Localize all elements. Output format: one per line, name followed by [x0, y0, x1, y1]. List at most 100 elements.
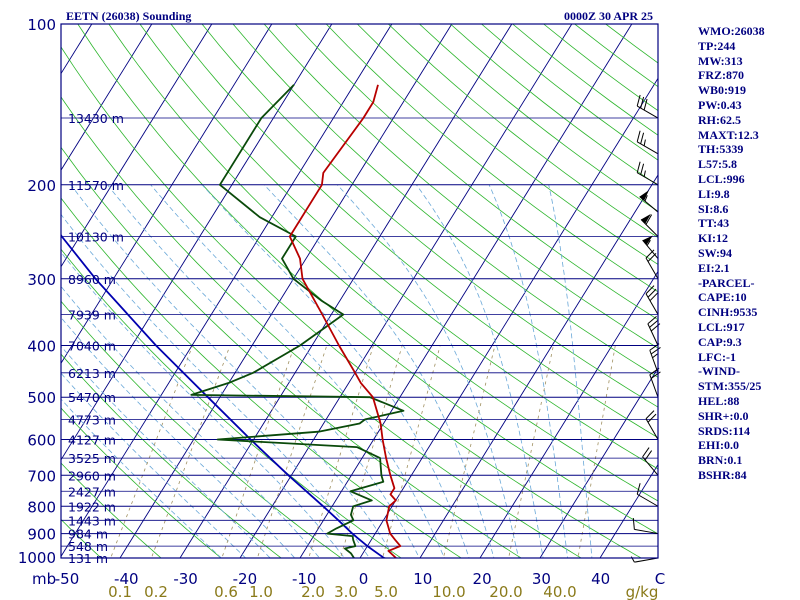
wind-barb-pennant [641, 213, 651, 224]
pressure-tick-label: 200 [27, 177, 56, 195]
dry-adiabat-line [61, 96, 582, 558]
temperature-tick-label: 10 [413, 570, 432, 588]
index-item: MAXT:12.3 [698, 127, 759, 142]
index-item: MW:313 [698, 53, 743, 68]
index-item: BRN:0.1 [698, 453, 743, 468]
index-item: BSHR:84 [698, 467, 747, 482]
temperature-tick-label: -10 [292, 570, 317, 588]
mixing-ratio-tick-label: 10.0 [432, 583, 465, 600]
index-item: LI:9.8 [698, 186, 730, 201]
pressure-tick-label: 1000 [18, 549, 56, 567]
moist-adiabat-line [263, 184, 495, 558]
moist-adiabat-line [61, 372, 247, 558]
wind-barb [636, 130, 659, 155]
moist-adiabat-line [61, 398, 222, 558]
moist-adiabat-line [337, 184, 519, 558]
plot-frame [60, 23, 659, 559]
temperature-tick-label: -20 [233, 570, 258, 588]
mixing-ratio-tick-label: 1.0 [249, 583, 273, 600]
pressure-tick-label: 500 [27, 389, 56, 407]
temperature-tick-label: -30 [173, 570, 198, 588]
wind-barb-flag [636, 130, 641, 142]
wind-barbs [630, 94, 661, 563]
mixing-ratio-tick-label: 3.0 [334, 583, 358, 600]
dry-adiabat-line [232, 24, 658, 378]
index-item: -WIND- [698, 364, 740, 379]
mixing-ratio-line [508, 345, 554, 558]
wind-barb-flag [643, 98, 648, 111]
index-item: TP:244 [698, 38, 736, 53]
dry-adiabat-line [108, 24, 658, 502]
dry-adiabat-line [61, 146, 522, 558]
index-item: CAP:9.3 [698, 334, 742, 349]
isotherm-line [419, 174, 658, 558]
wind-barb-staff [634, 557, 659, 563]
index-item: LFC:-1 [698, 349, 736, 364]
wind-barb [645, 249, 659, 280]
height-label: 548 m [68, 539, 108, 554]
pressure-tick-label: 400 [27, 338, 56, 356]
wind-barb-flag [640, 132, 645, 144]
index-item: EI:2.1 [698, 260, 730, 275]
wind-barb-flag [642, 447, 650, 458]
mixing-ratio-line [577, 345, 616, 558]
mixing-ratio-line [150, 345, 231, 558]
wind-barb-flag [644, 450, 653, 461]
height-label: 6213 m [68, 366, 116, 381]
sounding-time: 0000Z 30 APR 25 [564, 9, 653, 23]
mixing-ratio-line [256, 345, 328, 558]
dry-adiabat-line [61, 46, 642, 558]
mixing-ratio-line [110, 345, 194, 558]
wind-barb-pennant [642, 235, 653, 245]
temperature-tick-label: -50 [55, 570, 80, 588]
isotherm-line [359, 77, 658, 558]
wind-barb-flag [647, 253, 657, 262]
temperature-trace [288, 84, 402, 558]
parcel-trace [61, 233, 388, 558]
isotherm-line [479, 270, 658, 558]
dewpoint-trace [190, 84, 405, 558]
index-item: SHR+:0.0 [698, 408, 749, 423]
temperature-tick-label: 30 [532, 570, 551, 588]
moist-adiabat-line [61, 285, 321, 558]
wind-barb-staff [639, 196, 659, 213]
mixing-ratio-tick-label: 0.2 [144, 583, 168, 600]
wind-barb [636, 483, 659, 507]
index-item: SRDS:114 [698, 423, 751, 438]
wind-barb [640, 213, 659, 237]
isotherm-line [61, 24, 213, 268]
pressure-tick-label: 100 [27, 16, 56, 34]
temperature-tick-label: 0 [359, 570, 369, 588]
dry-adiabat-line [61, 197, 462, 558]
wind-barb-flag [649, 292, 659, 302]
wind-barb [645, 285, 659, 315]
moist-adiabat-line [548, 184, 593, 558]
wind-barb [642, 235, 659, 259]
wind-barb-flag [645, 214, 653, 225]
wind-barb-flag [636, 483, 641, 495]
moist-adiabat-line [61, 345, 271, 558]
dry-adiabat-line [357, 24, 658, 265]
height-label: 131 m [68, 551, 108, 566]
wind-barb-flag [647, 315, 657, 325]
index-item: TH:5339 [698, 142, 744, 157]
mixing-ratio-line [221, 345, 295, 558]
index-item: SW:94 [698, 245, 733, 260]
mixing-ratio-tick-label: 5.0 [374, 583, 398, 600]
index-item: CAPE:10 [698, 290, 747, 305]
moist-adiabat-line [61, 251, 345, 558]
pressure-unit-label: mb [32, 570, 56, 588]
isotherm-line [299, 24, 633, 558]
wind-barb [636, 94, 659, 119]
wind-barb-staff [634, 528, 659, 535]
isotherm-line [61, 24, 273, 365]
index-item: CINH:9535 [698, 305, 758, 320]
index-item: L57:5.8 [698, 157, 737, 172]
wind-barb-half-flag [646, 239, 651, 246]
moist-adiabat-line [488, 184, 569, 558]
height-label: 3525 m [68, 451, 116, 466]
wind-barb [636, 161, 659, 186]
index-item: PW:0.43 [698, 97, 742, 112]
dry-adiabat-line [263, 24, 658, 349]
